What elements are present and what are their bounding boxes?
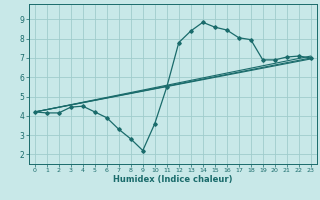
X-axis label: Humidex (Indice chaleur): Humidex (Indice chaleur) [113,175,233,184]
